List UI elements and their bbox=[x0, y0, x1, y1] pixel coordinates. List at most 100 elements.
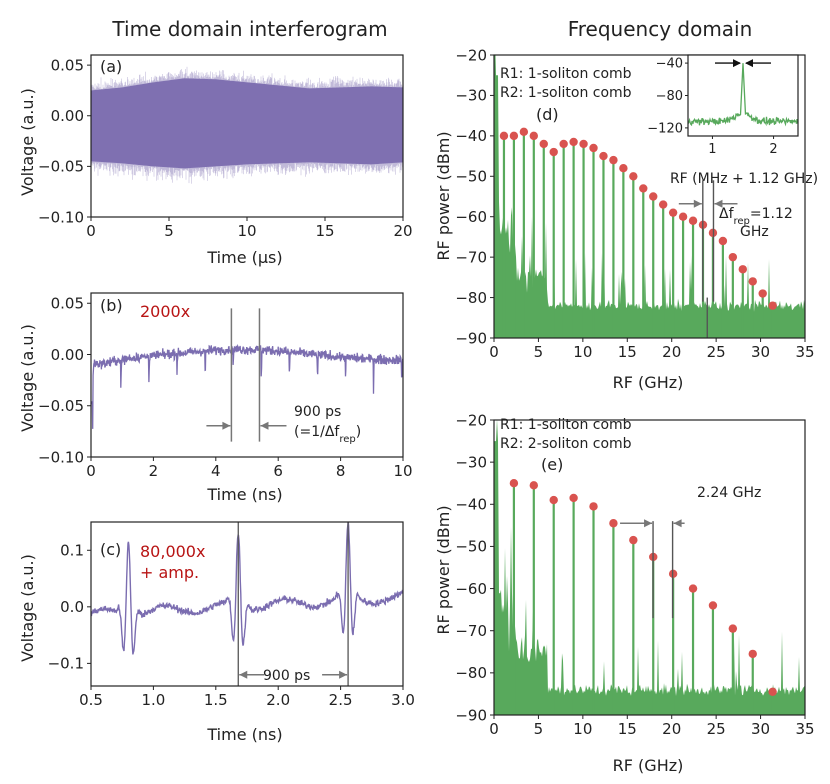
panel-d-ytick-label: −30 bbox=[455, 87, 487, 105]
panel-d-arrow-right-head bbox=[714, 199, 723, 208]
panel-d-peak-dot bbox=[738, 265, 747, 274]
panel-e-peak-dot bbox=[629, 535, 638, 545]
panel-b-arrow-right-head bbox=[260, 421, 269, 430]
panel-d-frame bbox=[493, 54, 806, 339]
panel-a-xtick-label: 5 bbox=[164, 222, 174, 240]
panel-d-peak-dot bbox=[748, 277, 757, 286]
panel-e-xtick-label: 35 bbox=[795, 720, 814, 738]
panel-b-label: (b) bbox=[100, 296, 123, 315]
panel-d-xtick-label: 0 bbox=[489, 343, 499, 361]
panel-d-xtick-label: 15 bbox=[618, 343, 637, 361]
panel-d-legend-1: R1: 1-soliton comb bbox=[500, 66, 632, 82]
panel-c-zoom-label: 80,000x bbox=[140, 542, 205, 561]
panel-d-peak-dot bbox=[559, 139, 568, 149]
panel-d-peak-dot bbox=[509, 131, 519, 141]
panel-e-ytick-label: −70 bbox=[455, 622, 487, 640]
panel-e-peak-dot bbox=[768, 687, 777, 697]
panel-d-peak-dot bbox=[629, 172, 638, 181]
panel-a-frame bbox=[90, 54, 404, 218]
right-column-title: Frequency domain bbox=[568, 17, 753, 41]
panel-a-ytick-label: 0.05 bbox=[51, 56, 84, 74]
panel-d-peak-dot bbox=[658, 200, 668, 209]
panel-d-xlabel: RF (GHz) bbox=[613, 373, 684, 392]
panel-d-spacing-label: Δfrep=1.12 bbox=[719, 206, 793, 227]
panel-e-xtick-label: 25 bbox=[707, 720, 726, 738]
panel-d-spacing-unit: GHz bbox=[740, 224, 769, 240]
panel-c-arrow-right-head bbox=[339, 670, 348, 679]
panel-c-ylabel: Voltage (a.u.) bbox=[18, 554, 37, 662]
inset-xtick-label: 2 bbox=[769, 142, 777, 157]
panel-c-xlabel: Time (ns) bbox=[206, 725, 282, 744]
panel-b-spacing-sub-end: ) bbox=[356, 424, 361, 440]
panel-d-ytick-label: −40 bbox=[455, 127, 487, 145]
inset-frame bbox=[687, 54, 799, 137]
panel-e-ytick-label: −90 bbox=[455, 706, 487, 724]
panel-b-xtick-label: 2 bbox=[149, 462, 159, 480]
panel-b-ytick-label: 0.05 bbox=[51, 295, 84, 313]
panel-d-noise-floor bbox=[494, 55, 805, 338]
panel-d-ylabel: RF power (dBm) bbox=[434, 131, 453, 260]
panel-e-arrow-right-head bbox=[673, 519, 682, 528]
panel-b-ytick-label: −0.05 bbox=[38, 397, 84, 415]
panel-d-peak-dot bbox=[549, 147, 558, 157]
inset-xtick-label: 1 bbox=[708, 142, 716, 157]
panel-a-ytick-label: 0.00 bbox=[51, 107, 84, 125]
panel-b-spacing-sub-rep: rep bbox=[339, 434, 355, 445]
panel-e-spacing-label: 2.24 GHz bbox=[697, 485, 761, 501]
panel-e-peak-dot bbox=[708, 601, 718, 610]
panel-c-chart: Voltage (a.u.) Time (ns) (c) 80,000x + a… bbox=[18, 521, 415, 744]
panel-a-chart: Voltage (a.u.) Time (μs) (a) 0 5 10 15 20 −0.… bbox=[18, 54, 413, 267]
panel-b-xlabel: Time (ns) bbox=[206, 485, 282, 504]
panel-b-xtick-label: 6 bbox=[273, 462, 283, 480]
panel-b-zoom-label: 2000x bbox=[140, 302, 190, 321]
panel-d-peak-dot bbox=[758, 289, 767, 298]
inset-arrow-right-head bbox=[745, 59, 753, 68]
panel-c-xtick-label: 2.0 bbox=[266, 691, 290, 709]
panel-b-xtick-label: 0 bbox=[86, 462, 96, 480]
panel-e-frame bbox=[493, 419, 806, 716]
panel-d-legend-2: R2: 1-soliton comb bbox=[500, 85, 632, 101]
panel-d-ytick-label: −80 bbox=[455, 289, 487, 307]
panel-e-ytick-label: −50 bbox=[455, 538, 487, 556]
panel-d-peak-dot bbox=[649, 192, 658, 201]
panel-d-ytick-label: −70 bbox=[455, 248, 487, 266]
panel-b-ylabel: Voltage (a.u.) bbox=[18, 324, 37, 432]
panel-c-arrow-left-head bbox=[239, 670, 248, 679]
panel-e-xlabel: RF (GHz) bbox=[613, 756, 684, 775]
panel-e-peak-dot bbox=[728, 624, 738, 633]
panel-c-zoom-label2: + amp. bbox=[140, 563, 199, 582]
inset-ytick-label: −40 bbox=[656, 57, 683, 72]
panel-d-peak-dot bbox=[668, 208, 678, 217]
inset-ytick-label: −120 bbox=[647, 121, 683, 136]
panel-b-xtick-label: 10 bbox=[393, 462, 412, 480]
panel-d-peak-dot bbox=[529, 131, 539, 141]
panel-a-xtick-label: 10 bbox=[237, 222, 256, 240]
panel-e-xtick-label: 15 bbox=[618, 720, 637, 738]
panel-d-peak-dot bbox=[768, 301, 777, 310]
panel-b-ytick-label: 0.00 bbox=[51, 346, 84, 364]
panel-e-arrow-left-head bbox=[644, 519, 653, 528]
panel-e-ytick-label: −80 bbox=[455, 664, 487, 682]
panel-d-spacing-delta: Δf bbox=[719, 206, 735, 222]
panel-e-legend-2: R2: 2-soliton comb bbox=[500, 436, 632, 452]
panel-d-peak-dot bbox=[718, 236, 728, 246]
panel-c-xtick-label: 1.0 bbox=[141, 691, 165, 709]
panel-d-peak-dot bbox=[609, 155, 618, 165]
panel-b-ytick-label: −0.10 bbox=[38, 448, 84, 466]
panel-e-legend-1: R1: 1-soliton comb bbox=[500, 417, 632, 433]
panel-d-xtick-label: 30 bbox=[751, 343, 770, 361]
panel-a-xtick-label: 0 bbox=[86, 222, 96, 240]
inset-xlabel: RF (MHz + 1.12 GHz) bbox=[670, 171, 818, 187]
panel-d-peak-dot bbox=[688, 216, 698, 225]
panel-d-xtick-label: 25 bbox=[707, 343, 726, 361]
panel-c-trace bbox=[91, 522, 403, 655]
panel-e-ytick-label: −30 bbox=[455, 453, 487, 471]
panel-d-peak-dot bbox=[599, 151, 608, 161]
panel-e-chart: RF power (dBm) RF (GHz) R1: 1-soliton co… bbox=[434, 411, 815, 775]
panel-e-peak-dot bbox=[688, 584, 698, 593]
panel-a-ylabel: Voltage (a.u.) bbox=[18, 88, 37, 196]
panel-e-peak-dot bbox=[569, 493, 578, 503]
panel-c-frame bbox=[90, 521, 404, 687]
panel-e-xtick-label: 0 bbox=[489, 720, 499, 738]
panel-b-spacing-sub-main: (=1/Δf bbox=[294, 424, 340, 440]
